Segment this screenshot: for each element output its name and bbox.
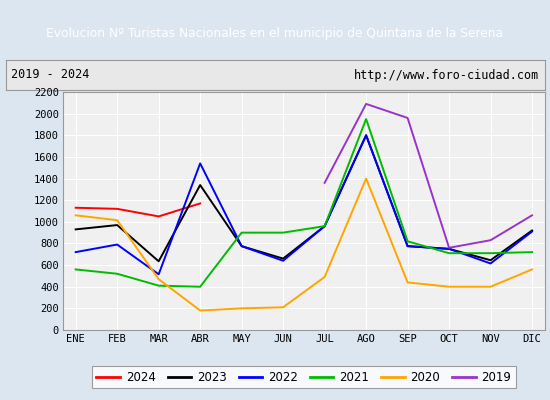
Text: 2019 - 2024: 2019 - 2024 xyxy=(11,68,89,82)
Legend: 2024, 2023, 2022, 2021, 2020, 2019: 2024, 2023, 2022, 2021, 2020, 2019 xyxy=(92,366,516,388)
Text: Evolucion Nº Turistas Nacionales en el municipio de Quintana de la Serena: Evolucion Nº Turistas Nacionales en el m… xyxy=(47,28,503,40)
Text: http://www.foro-ciudad.com: http://www.foro-ciudad.com xyxy=(354,68,539,82)
